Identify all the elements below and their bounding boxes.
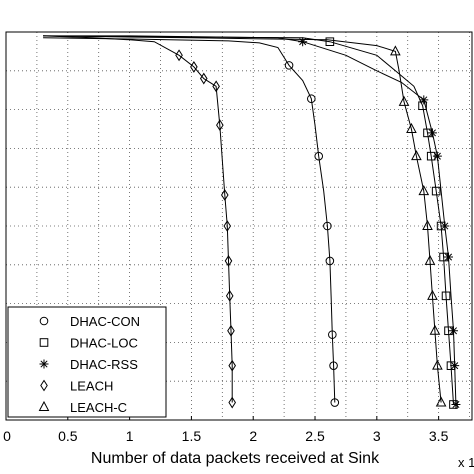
marker-leach-c (390, 45, 401, 56)
marker-leach (190, 60, 198, 73)
x-tick-label: 1.5 (182, 428, 202, 444)
marker-dhac-loc (431, 186, 441, 196)
x-tick-label: 3 (373, 428, 381, 444)
marker-leach-c (411, 150, 422, 161)
legend-box (7, 306, 167, 418)
x-tick-label: 2.5 (305, 428, 325, 444)
legend-marker-leach-c (38, 400, 50, 411)
marker-dhac-con (314, 151, 324, 161)
marker-dhac-rss (427, 128, 437, 138)
legend-label-leach: LEACH (70, 379, 113, 394)
legend-label-dhac-con: DHAC-CON (70, 314, 140, 329)
series-markers (175, 37, 461, 409)
marker-dhac-rss (450, 361, 460, 371)
x-tick-label: 0 (3, 428, 11, 444)
marker-dhac-loc (418, 101, 427, 111)
marker-leach (220, 189, 229, 201)
x-tick-label: 1 (126, 428, 134, 444)
x-tick-label: 3.5 (429, 428, 449, 444)
series-line-leach-c (43, 35, 442, 403)
marker-leach-c (418, 185, 430, 196)
marker-leach (227, 324, 235, 337)
marker-dhac-loc (325, 37, 335, 47)
marker-dhac-con (284, 61, 294, 70)
series-line-dhac-con (43, 37, 336, 403)
legend-marker-dhac-con (39, 316, 49, 326)
marker-leach-c (435, 396, 447, 407)
legend-marker-dhac-rss (39, 359, 49, 369)
marker-leach (199, 72, 208, 85)
marker-leach (228, 396, 236, 409)
legend: DHAC-CON DHAC-LOC DHAC-RSS LEACH LEACH-C (7, 306, 167, 418)
marker-dhac-rss (451, 399, 461, 409)
x-tick-label: 2 (249, 428, 257, 444)
marker-leach (228, 359, 236, 372)
marker-dhac-rss (419, 95, 429, 105)
marker-dhac-rss (444, 252, 454, 262)
marker-dhac-con (323, 221, 332, 231)
legend-marker-dhac-loc (39, 338, 49, 347)
series-line-dhac-loc (43, 35, 454, 405)
marker-dhac-rss (432, 151, 442, 161)
legend-label-leach-c: LEACH-C (70, 400, 127, 415)
x-axis-label: Number of data packets received at Sink (91, 450, 380, 467)
marker-dhac-con (328, 330, 337, 339)
marker-dhac-rss (440, 221, 450, 231)
marker-leach (225, 289, 234, 302)
series-lines (43, 35, 457, 405)
marker-leach (223, 220, 232, 232)
x-tick-labels: 0 0.5 1 1.5 2 2.5 3 3.5 (3, 416, 449, 444)
marker-leach-c (429, 324, 441, 335)
marker-leach-c (422, 219, 433, 230)
marker-dhac-con (329, 361, 338, 370)
marker-leach-c (432, 359, 443, 370)
marker-dhac-rss (298, 37, 308, 47)
marker-leach (216, 119, 224, 132)
marker-dhac-con (325, 256, 335, 266)
marker-leach-c (427, 289, 438, 300)
legend-label-dhac-rss: DHAC-RSS (70, 357, 138, 372)
marker-dhac-con (330, 398, 340, 407)
legend-marker-leach (40, 379, 48, 392)
legend-label-dhac-loc: DHAC-LOC (70, 336, 138, 351)
marker-leach-c (406, 122, 417, 133)
x-tick-label: 0.5 (58, 428, 78, 444)
marker-leach (224, 254, 233, 267)
series-line-leach (43, 35, 233, 403)
plot-area-frame (5, 31, 473, 421)
marker-dhac-rss (448, 326, 458, 336)
marker-dhac-loc (441, 291, 451, 301)
marker-leach (212, 80, 220, 93)
marker-leach (175, 49, 183, 62)
marker-leach-c (424, 254, 436, 265)
marker-dhac-con (307, 94, 316, 104)
marker-leach-c (398, 95, 410, 106)
x-axis-multiplier-label: x 1 (458, 455, 474, 470)
